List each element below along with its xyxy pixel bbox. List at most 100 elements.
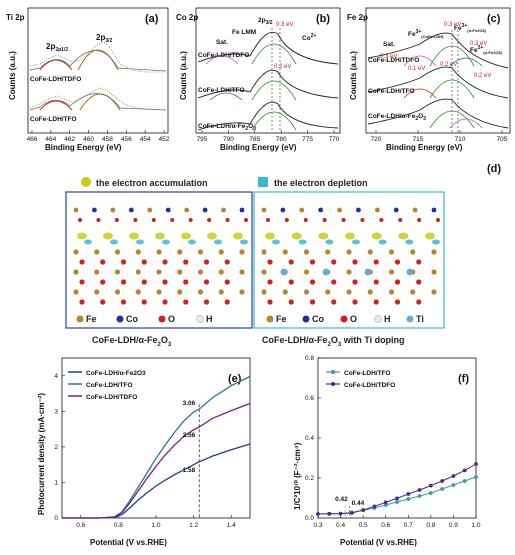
- struct-left-atom: [183, 279, 189, 285]
- panel-a-tag: (a): [145, 13, 159, 25]
- panel-f-point-0: [440, 487, 445, 491]
- legend-depletion-swatch: [258, 177, 268, 187]
- panel-c-fe2-sub: (α-Fe2O3): [483, 50, 502, 55]
- struct-left-atom: [141, 299, 147, 305]
- panel-b-sample-tdfo: CoFe-LDH/TDFO: [198, 52, 249, 59]
- struct-right-atom: [352, 259, 358, 265]
- panel-b-felmm: Fe LMM: [232, 29, 256, 36]
- struct-right-atom: [373, 299, 379, 305]
- atom-co-dot: [116, 315, 124, 323]
- struct-left-ldh-atom: [165, 207, 171, 213]
- panel-f-point-1: [349, 511, 354, 515]
- panel-e-ytick-label: 2: [54, 444, 58, 451]
- struct-right-ldh-atom: [412, 207, 418, 213]
- panel-b-co2-sup: 2+: [311, 33, 317, 39]
- struct-right-ldh-atom: [299, 207, 305, 213]
- atom-fe-dot: [76, 315, 84, 323]
- panel-a-ylabel: Counts (a.u.): [8, 51, 17, 100]
- panel-f-xtick-label: 0.4: [336, 522, 345, 529]
- struct-left-accumulation: [155, 232, 165, 240]
- panel-b-spec-3: [197, 101, 339, 131]
- panel-a-xticks: 466 464 462 460 458 456 454 452: [27, 130, 170, 143]
- struct-right-atom: [394, 279, 401, 285]
- caption-right-sub2: 3: [338, 342, 342, 348]
- atom-co-dot-r: [302, 315, 310, 323]
- panel-f-point-1: [417, 488, 422, 492]
- panel-f-ytick-label: 0.0: [305, 515, 314, 522]
- struct-right-depletion: [432, 239, 440, 245]
- panel-c-shift-2: 0.3 eV: [444, 22, 461, 28]
- panel-b-xtick-tick-label: 790: [223, 136, 234, 143]
- struct-right-ti-atom: [406, 268, 414, 276]
- panel-f-point-0: [462, 479, 467, 483]
- panel-e-legend-label: CoFe-LDH/α-Fe2O3: [86, 370, 146, 377]
- struct-right-atom: [346, 249, 352, 255]
- struct-right-atom: [346, 269, 352, 275]
- panel-c-tag: (c): [487, 13, 501, 25]
- struct-right-atom: [267, 299, 273, 305]
- panel-a-peak-2p12: 2p2p1/2: [46, 42, 68, 53]
- panel-b-fit-1b: [205, 55, 239, 65]
- caption-right-tail: with Ti doping: [341, 335, 404, 345]
- panel-d-tag: (d): [487, 163, 501, 175]
- panel-e-ylabel: Photocurrent density (mA·cm⁻²): [37, 393, 46, 515]
- legend-accumulation-swatch: [81, 177, 91, 187]
- struct-right-atom: [416, 299, 422, 305]
- panel-b-spec-2: [197, 69, 339, 99]
- atom-ti-dot-r: [406, 315, 414, 323]
- panel-c-fe3-fe2o3-sub: (α-Fe2O3): [467, 28, 486, 33]
- struct-left-atom: [73, 269, 79, 275]
- panel-c-sample-fe2o3-sub1: 2: [415, 116, 418, 122]
- panel-a: Ti 2p (a) Counts (a.u.) Binding Energy (…: [6, 7, 170, 152]
- panel-a-xtick-tick-label: 452: [159, 136, 170, 143]
- panel-f-point-1: [474, 462, 478, 466]
- panel-b-xticks: 795 790 785 780 775 770: [197, 130, 340, 143]
- panel-f-ytick-label: 0.8: [305, 355, 314, 362]
- struct-left-ldh-o: [207, 218, 212, 222]
- struct-left-atom: [114, 249, 121, 255]
- struct-right-atom: [261, 269, 267, 275]
- struct-right-atom: [388, 249, 395, 255]
- panel-a-xtick-tick-label: 464: [45, 136, 56, 143]
- panel-c-sample-fe2o3-sub2: 3: [423, 116, 426, 122]
- struct-left-atom: [120, 259, 127, 265]
- struct-right-atom: [410, 249, 416, 255]
- panel-f-point-1: [361, 508, 366, 512]
- panel-c-xticks: 720 715 710 705: [371, 130, 508, 143]
- struct-right-atom: [282, 249, 288, 255]
- panel-a-peak-2p32: 2p3/2: [96, 33, 113, 44]
- struct-right-ldh-o: [436, 218, 440, 222]
- panel-a-frame: [27, 7, 169, 134]
- panel-b-fit-2b: [209, 92, 243, 101]
- panel-a-envelope-top: [29, 50, 167, 72]
- panel-c-fe3-ldh-sup: 3+: [416, 29, 422, 35]
- struct-right-atom: [303, 289, 310, 295]
- panel-c: Fe 2p (c) Counts (a.u.) Binding Energy (…: [347, 7, 511, 152]
- panel-c-frame: [365, 7, 511, 134]
- panel-b-fit-2a: [251, 80, 297, 101]
- struct-left-atom: [162, 279, 168, 285]
- panel-c-fe3-fe2o3: Fe3+(α-Fe2O3): [454, 23, 487, 33]
- struct-left-atom: [177, 289, 183, 295]
- panel-f-series-line-1: [317, 463, 477, 515]
- struct-left-ldh-o: [96, 218, 101, 222]
- struct-right-ldh-o: [341, 218, 346, 222]
- panel-b-frame: [195, 7, 341, 134]
- struct-right-depletion: [352, 239, 360, 245]
- struct-right-atom: [267, 279, 273, 285]
- struct-right-ldh-atom: [337, 207, 342, 213]
- panel-e-xtick-label: 1.0: [151, 522, 160, 529]
- struct-left-depletion: [162, 239, 170, 245]
- panel-b-xlabel: Binding Energy (eV): [220, 143, 297, 152]
- struct-right-accumulation: [425, 232, 435, 240]
- panel-c-fit-2b: [403, 88, 437, 99]
- struct-right-atom: [394, 299, 401, 305]
- panel-f-point-0: [406, 497, 411, 501]
- panel-a-peak-2p12-sub: 2p1/2: [55, 47, 68, 53]
- struct-left-ldh-o: [133, 218, 138, 222]
- struct-right-atom: [431, 269, 437, 275]
- struct-right-atom: [388, 269, 395, 275]
- panel-e-legend: CoFe-LDH/α-Fe2O3 CoFe-LDH/TFO CoFe-LDH/TDF…: [68, 370, 146, 401]
- struct-left-accumulation: [233, 232, 243, 240]
- panel-b-2p32-sub: 3/2: [266, 20, 273, 26]
